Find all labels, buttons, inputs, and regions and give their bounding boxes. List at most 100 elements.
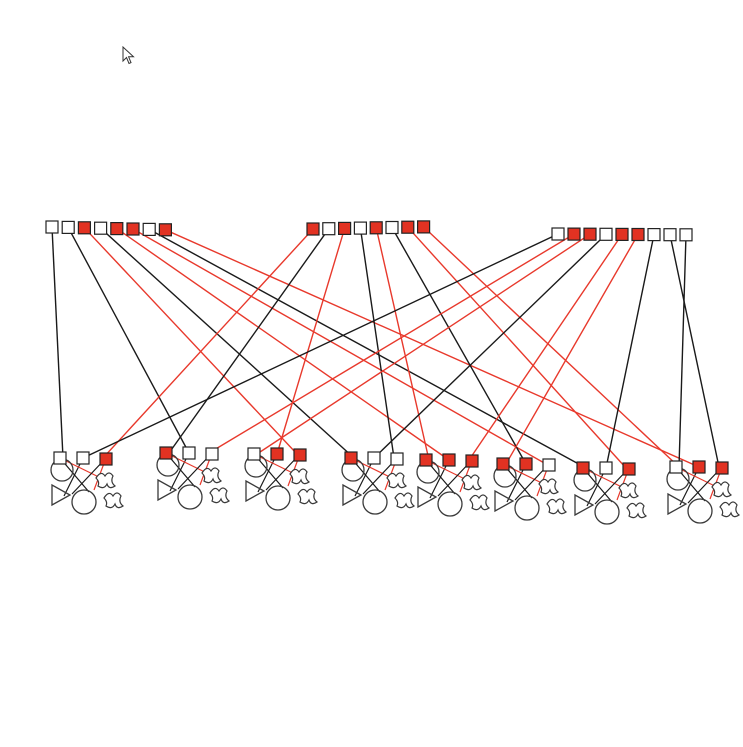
bottom-node-red[interactable] bbox=[344, 451, 358, 465]
icons-layer bbox=[50, 452, 741, 525]
blob-icon bbox=[469, 494, 491, 511]
top-node-white[interactable] bbox=[679, 228, 693, 242]
top-node-white[interactable] bbox=[385, 220, 399, 235]
edge-black bbox=[373, 233, 607, 459]
blob-icon bbox=[103, 492, 125, 509]
top-node-white[interactable] bbox=[599, 227, 613, 241]
bottom-node-red[interactable] bbox=[622, 462, 636, 476]
top-node-red[interactable] bbox=[110, 222, 124, 236]
bottom-node-red[interactable] bbox=[715, 461, 729, 475]
bottom-cluster-1-icon-pile bbox=[50, 457, 125, 515]
top-node-red[interactable] bbox=[77, 221, 92, 235]
blob-icon bbox=[618, 482, 640, 499]
bottom-node-red[interactable] bbox=[99, 452, 113, 466]
edge-black bbox=[391, 227, 527, 465]
bottom-node-red[interactable] bbox=[270, 447, 284, 461]
top-node-red[interactable] bbox=[567, 227, 581, 241]
top-node-red[interactable] bbox=[338, 221, 352, 235]
triangle-icon bbox=[245, 479, 266, 503]
bottom-node-white[interactable] bbox=[247, 447, 261, 461]
bottom-node-white[interactable] bbox=[390, 452, 404, 466]
bottom-cluster-4-icon-pile bbox=[341, 457, 416, 515]
circle-icon bbox=[594, 499, 620, 525]
bottom-node-red[interactable] bbox=[576, 461, 590, 475]
blob-icon bbox=[394, 492, 416, 509]
edge-black bbox=[359, 227, 395, 459]
edge-red bbox=[165, 229, 700, 468]
triangle-icon bbox=[157, 478, 178, 502]
bottom-node-white[interactable] bbox=[182, 446, 196, 460]
edge-red bbox=[468, 234, 623, 461]
blob-icon bbox=[201, 467, 223, 484]
bottom-node-red[interactable] bbox=[692, 460, 706, 474]
top-node-white[interactable] bbox=[61, 220, 75, 234]
edge-red bbox=[208, 233, 575, 454]
bottom-cluster-7-icon-pile bbox=[573, 467, 648, 525]
top-node-white[interactable] bbox=[45, 220, 59, 234]
circle-icon bbox=[177, 484, 203, 510]
circle-icon bbox=[437, 491, 463, 517]
bottom-node-white[interactable] bbox=[367, 451, 381, 465]
top-node-red[interactable] bbox=[583, 227, 597, 241]
top-node-white[interactable] bbox=[142, 222, 156, 236]
top-node-red[interactable] bbox=[369, 221, 383, 235]
edge-black bbox=[82, 233, 559, 459]
triangle-icon bbox=[342, 483, 363, 507]
edge-black bbox=[168, 228, 330, 454]
blob-icon bbox=[386, 472, 408, 489]
edge-black bbox=[605, 234, 655, 469]
blob-icon bbox=[209, 487, 231, 504]
bottom-node-white[interactable] bbox=[53, 451, 67, 465]
bottom-cluster-6-icon-pile bbox=[493, 463, 568, 521]
top-node-red[interactable] bbox=[306, 222, 320, 236]
top-node-red[interactable] bbox=[417, 220, 431, 234]
bottom-node-white[interactable] bbox=[669, 460, 683, 474]
blob-icon bbox=[95, 472, 117, 489]
edge-red bbox=[83, 227, 298, 455]
edge-red bbox=[276, 228, 346, 455]
top-node-white[interactable] bbox=[647, 228, 661, 242]
top-node-red[interactable] bbox=[615, 227, 629, 241]
top-node-red[interactable] bbox=[126, 222, 140, 236]
edge-black bbox=[669, 234, 720, 468]
bottom-node-red[interactable] bbox=[465, 454, 479, 468]
triangle-icon bbox=[494, 489, 515, 513]
top-node-red[interactable] bbox=[158, 223, 172, 237]
edge-black bbox=[67, 227, 190, 454]
circle-icon bbox=[265, 485, 291, 511]
bottom-node-red[interactable] bbox=[442, 453, 456, 467]
bottom-node-red[interactable] bbox=[159, 446, 173, 460]
top-node-white[interactable] bbox=[93, 221, 108, 235]
edge-red bbox=[505, 234, 639, 465]
bottom-cluster-2-icon-pile bbox=[156, 452, 231, 510]
top-node-white[interactable] bbox=[353, 221, 367, 235]
blob-icon bbox=[461, 474, 483, 491]
triangle-icon bbox=[574, 493, 595, 517]
bottom-node-white[interactable] bbox=[205, 447, 219, 461]
bottom-node-white[interactable] bbox=[76, 451, 90, 465]
top-node-red[interactable] bbox=[401, 220, 415, 234]
blob-icon bbox=[289, 468, 311, 485]
top-node-white[interactable] bbox=[551, 227, 565, 241]
blob-icon bbox=[538, 478, 560, 495]
edge-red bbox=[375, 227, 430, 461]
nodes-layer bbox=[45, 220, 729, 476]
edge-red bbox=[407, 226, 627, 469]
blob-icon bbox=[711, 481, 733, 498]
edge-red bbox=[256, 233, 591, 455]
top-node-white[interactable] bbox=[663, 228, 677, 242]
bottom-cluster-8-icon-pile bbox=[666, 466, 741, 524]
bottom-node-red[interactable] bbox=[519, 457, 533, 471]
top-node-white[interactable] bbox=[322, 222, 336, 236]
bottom-node-white[interactable] bbox=[599, 461, 613, 475]
top-node-red[interactable] bbox=[631, 227, 645, 242]
circle-icon bbox=[71, 489, 97, 515]
triangle-icon bbox=[417, 485, 438, 509]
blob-icon bbox=[297, 488, 319, 505]
bottom-node-red[interactable] bbox=[496, 457, 510, 471]
bottom-node-red[interactable] bbox=[419, 453, 433, 467]
bottom-node-red[interactable] bbox=[293, 448, 307, 462]
edge-red bbox=[102, 228, 314, 459]
bottom-node-white[interactable] bbox=[542, 458, 556, 472]
